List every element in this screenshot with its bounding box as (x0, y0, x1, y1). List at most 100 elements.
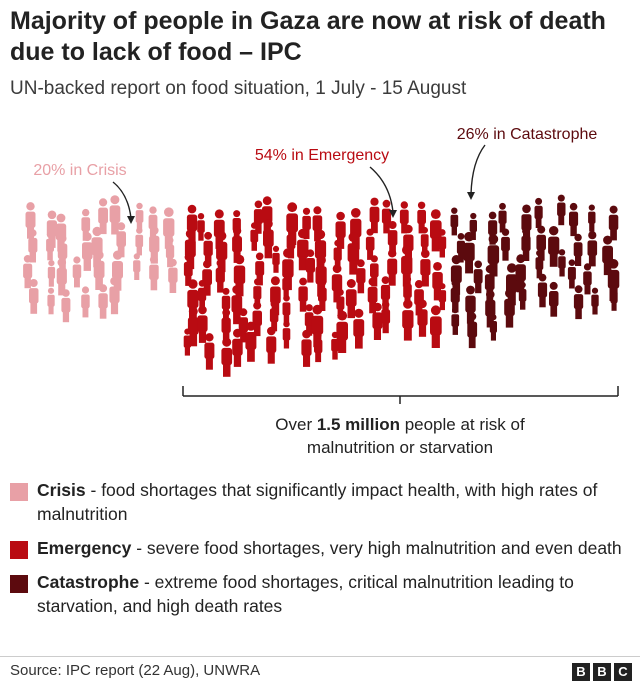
legend-name: Emergency (37, 538, 132, 558)
person-figure-catastrophe (588, 204, 596, 232)
person-figure-emergency (269, 300, 279, 332)
person-figure-emergency (365, 228, 375, 260)
person-figure-catastrophe (473, 260, 483, 294)
person-figure-crisis (112, 250, 123, 291)
person-figure-catastrophe (463, 231, 475, 274)
person-figure-emergency (430, 305, 442, 348)
person-figure-catastrophe (610, 284, 618, 311)
person-figure-crisis (168, 258, 178, 293)
person-figure-emergency (353, 308, 365, 349)
person-figure-crisis (135, 227, 144, 256)
person-figure-emergency (318, 279, 327, 311)
person-figure-emergency (372, 302, 383, 340)
person-figure-catastrophe (506, 263, 518, 306)
person-figure-crisis (47, 287, 55, 315)
person-figure-emergency (345, 279, 357, 319)
person-figure-emergency (232, 210, 241, 241)
person-figure-catastrophe (498, 202, 507, 233)
person-figure-crisis (135, 202, 144, 231)
emergency-label: 54% in Emergency (255, 147, 389, 164)
person-figure-emergency (331, 264, 343, 303)
footer-divider (0, 656, 640, 657)
person-figure-catastrophe (573, 233, 583, 266)
person-figure-emergency (197, 213, 205, 241)
person-figure-catastrophe (557, 194, 566, 226)
person-figure-emergency (420, 249, 431, 287)
person-figure-catastrophe (521, 204, 532, 242)
person-figure-emergency (350, 208, 362, 250)
person-figure-emergency (221, 308, 231, 343)
person-figure-crisis (133, 253, 141, 280)
person-figure-emergency (215, 259, 225, 293)
person-figure-crisis (98, 198, 108, 235)
total-label-line2: malnutrition or starvation (307, 438, 493, 457)
person-figure-catastrophe (467, 312, 478, 349)
person-figure-crisis (23, 255, 33, 289)
chart-title: Majority of people in Gaza are now at ri… (10, 7, 606, 66)
source-note: Source: IPC report (22 Aug), UNWRA (10, 662, 261, 679)
emergency-arrow (369, 166, 394, 213)
person-figure-crisis (149, 255, 159, 291)
person-figure-emergency (197, 305, 208, 343)
legend-desc: - severe food shortages, very high malnu… (131, 538, 622, 558)
person-figure-catastrophe (583, 263, 592, 295)
person-figure-catastrophe (450, 207, 459, 236)
person-figure-emergency (438, 229, 447, 258)
person-figure-emergency (304, 304, 314, 336)
catastrophe-arrow (470, 144, 486, 195)
person-figure-emergency (266, 326, 277, 364)
person-figure-emergency (305, 249, 315, 283)
person-figure-emergency (250, 222, 259, 251)
person-figure-crisis (56, 258, 67, 296)
person-figure-catastrophe (537, 273, 548, 308)
person-figure-crisis (81, 286, 90, 318)
person-figure-emergency (369, 197, 380, 234)
person-figure-catastrophe (485, 290, 496, 328)
legend: Crisis - food shortages that significant… (10, 478, 630, 628)
person-figure-emergency (282, 294, 291, 324)
person-figure-emergency (402, 299, 414, 341)
legend-item-crisis: Crisis - food shortages that significant… (10, 478, 630, 526)
person-figure-emergency (297, 228, 309, 271)
person-figure-crisis (61, 289, 71, 323)
person-figure-emergency (417, 201, 426, 234)
person-figure-catastrophe (521, 227, 531, 261)
person-figure-catastrophe (518, 281, 527, 310)
person-figure-catastrophe (558, 249, 566, 277)
person-figure-emergency (253, 200, 263, 234)
person-figure-emergency (336, 310, 348, 353)
person-figure-emergency (347, 232, 360, 275)
person-figure-emergency (430, 209, 442, 252)
emergency-arrowhead (389, 210, 397, 218)
person-figure-catastrophe (548, 226, 560, 267)
people-figures (23, 194, 620, 377)
person-figure-emergency (367, 277, 378, 314)
person-figure-emergency (282, 270, 290, 299)
person-figure-catastrophe (569, 202, 579, 237)
person-figure-emergency (263, 219, 274, 259)
person-figure-crisis (29, 279, 39, 314)
person-figure-catastrophe (587, 231, 598, 267)
legend-item-emergency: Emergency - severe food shortages, very … (10, 536, 630, 560)
person-figure-catastrophe (591, 287, 599, 315)
person-figure-emergency (245, 321, 257, 362)
person-figure-emergency (232, 328, 243, 367)
person-figure-emergency (183, 253, 193, 286)
person-figure-crisis (93, 250, 105, 290)
person-figure-emergency (314, 331, 323, 363)
legend-desc: - extreme food shortages, critical malnu… (37, 572, 574, 616)
logo-letter: B (572, 663, 590, 681)
person-figure-emergency (282, 320, 291, 349)
person-figure-crisis (116, 222, 126, 258)
person-figure-emergency (187, 307, 199, 347)
total-bracket (182, 386, 619, 404)
person-figure-emergency (387, 249, 398, 286)
person-figure-emergency (438, 283, 447, 311)
crisis-arrow (112, 181, 132, 219)
person-figure-catastrophe (567, 259, 576, 289)
person-figure-crisis (109, 195, 121, 235)
person-figure-emergency (252, 301, 262, 337)
person-figure-crisis (46, 231, 54, 261)
person-figure-catastrophe (549, 281, 559, 317)
legend-name: Catastrophe (37, 572, 140, 592)
